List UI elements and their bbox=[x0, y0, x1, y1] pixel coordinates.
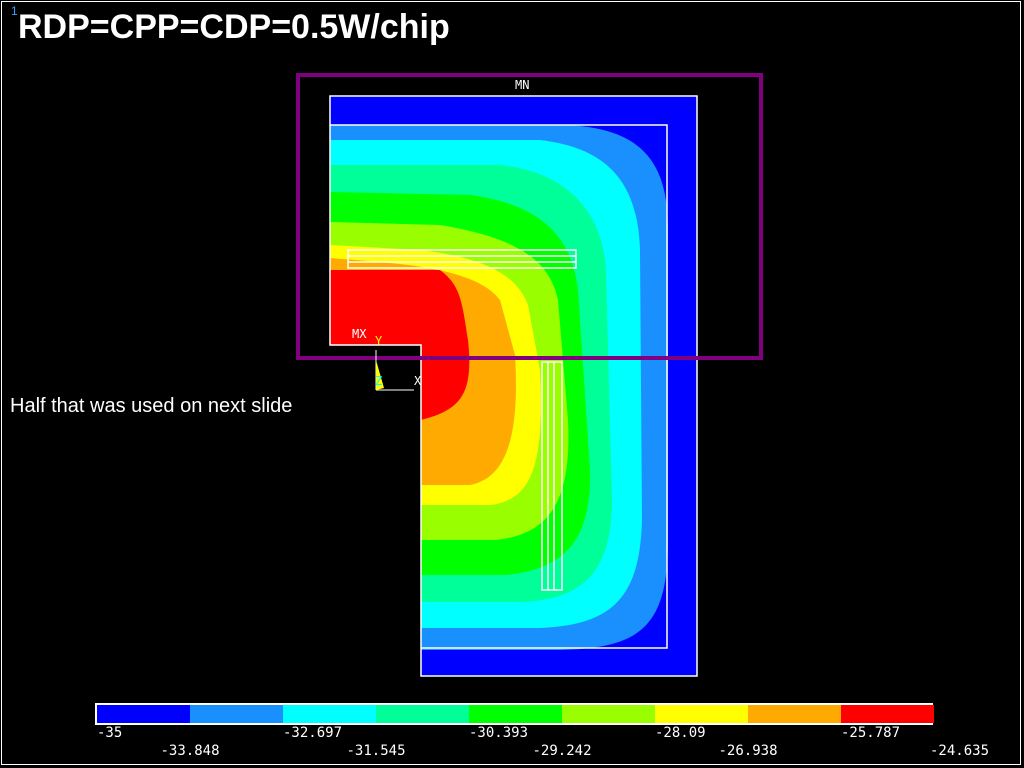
colorbar-swatch-5 bbox=[469, 705, 562, 723]
colorbar-label-top-3: -30.393 bbox=[469, 725, 529, 741]
colorbar-label-bottom-3: -29.242 bbox=[532, 743, 592, 759]
triad-x: X bbox=[414, 374, 422, 388]
max-marker: MX bbox=[352, 327, 367, 341]
colorbar-label-top-1: -35 bbox=[97, 725, 123, 741]
triad-y: Y bbox=[375, 334, 383, 348]
model-outline bbox=[329, 95, 698, 677]
colorbar-swatch-7 bbox=[655, 705, 748, 723]
colorbar-label-top-4: -28.09 bbox=[655, 725, 706, 741]
colorbar-label-top-2: -32.697 bbox=[283, 725, 343, 741]
annotation-text: Half that was used on next slide bbox=[10, 395, 293, 417]
slide-title: RDP=CPP=CDP=0.5W/chip bbox=[18, 8, 450, 46]
colorbar bbox=[95, 703, 934, 725]
colorbar-label-bottom-4: -26.938 bbox=[718, 743, 778, 759]
colorbar-swatch-2 bbox=[190, 705, 283, 723]
highlight-box bbox=[296, 73, 763, 360]
triad-z: Z bbox=[375, 374, 382, 388]
colorbar-swatch-8 bbox=[748, 705, 841, 723]
colorbar-label-bottom-1: -33.848 bbox=[160, 743, 220, 759]
colorbar-swatch-9 bbox=[841, 705, 934, 723]
colorbar-swatch-4 bbox=[376, 705, 469, 723]
colorbar-swatch-3 bbox=[283, 705, 376, 723]
contour-bands bbox=[330, 96, 697, 676]
colorbar-label-bottom-5: -24.635 bbox=[930, 743, 990, 759]
coordinate-triad: Y Z X bbox=[375, 334, 422, 391]
min-marker: MN bbox=[515, 78, 529, 92]
colorbar-label-bottom-2: -31.545 bbox=[346, 743, 406, 759]
colorbar-swatch-6 bbox=[562, 705, 655, 723]
colorbar-label-top-5: -25.787 bbox=[841, 725, 901, 741]
page-number: 1 bbox=[11, 4, 18, 18]
colorbar-swatch-1 bbox=[97, 705, 190, 723]
